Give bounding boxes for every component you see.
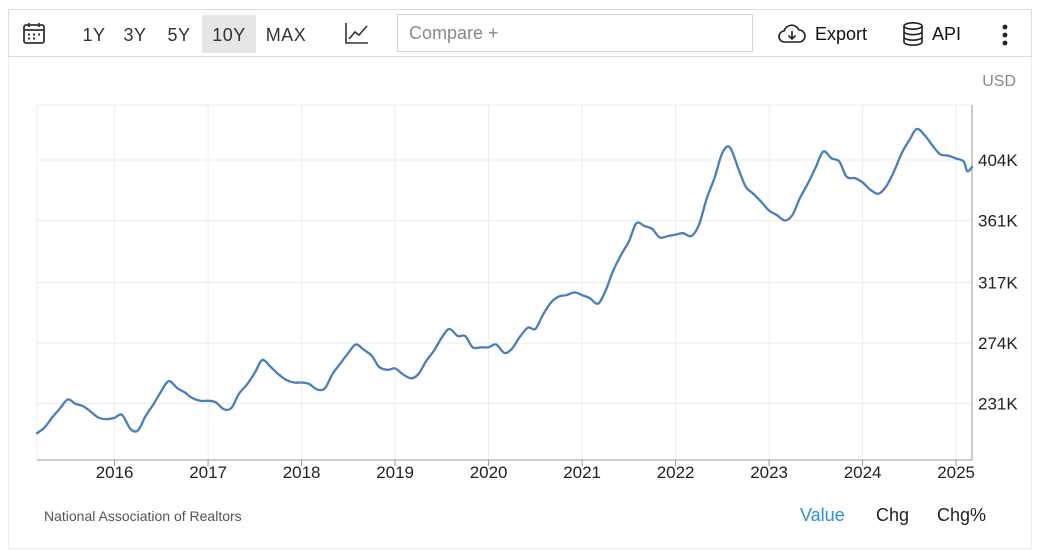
- y-tick-label: 404K: [978, 151, 1018, 170]
- x-tick-label: 2020: [470, 463, 508, 482]
- tab-chg[interactable]: Chg: [876, 505, 910, 525]
- range-button-1y[interactable]: 1Y: [82, 25, 106, 45]
- line-chart-icon[interactable]: [344, 21, 370, 45]
- x-tick-label: 2022: [657, 463, 695, 482]
- x-tick-label: 2023: [750, 463, 788, 482]
- price-line-chart: USD 231K 274K 317K 361K 404K 2016 2017 2018 2019…: [35, 73, 1018, 482]
- x-tick-label: 2019: [376, 463, 414, 482]
- source-label: National Association of Realtors: [44, 508, 242, 524]
- y-tick-label: 361K: [978, 212, 1018, 231]
- api-button[interactable]: API: [902, 16, 961, 52]
- range-button-5y[interactable]: 5Y: [167, 25, 191, 45]
- export-button[interactable]: Export: [777, 16, 867, 52]
- range-button-3y[interactable]: 3Y: [123, 25, 147, 45]
- range-button-10y[interactable]: 10Y: [202, 15, 256, 53]
- tab-chg-pct[interactable]: Chg%: [937, 505, 987, 525]
- y-tick-label: 317K: [978, 274, 1018, 293]
- database-icon: [903, 21, 923, 46]
- api-label: API: [932, 23, 962, 44]
- x-tick-label: 2016: [96, 463, 134, 482]
- calendar-icon[interactable]: [22, 21, 46, 45]
- series-line[interactable]: [35, 127, 974, 435]
- x-tick-label: 2018: [283, 463, 321, 482]
- chart-panel: [8, 57, 1032, 549]
- compare-input[interactable]: [397, 14, 753, 52]
- x-tick-label: 2025: [937, 463, 975, 482]
- unit-label: USD: [982, 73, 1016, 90]
- range-button-max[interactable]: MAX: [265, 25, 307, 45]
- cloud-download-icon: [778, 24, 806, 43]
- export-label: Export: [815, 23, 868, 44]
- y-tick-label: 231K: [978, 395, 1018, 414]
- y-tick-label: 274K: [978, 334, 1018, 353]
- tab-value[interactable]: Value: [800, 505, 845, 525]
- chart-toolbar: 1Y 3Y 5Y 10Y MAX Export API: [8, 9, 1032, 57]
- x-tick-label: 2024: [844, 463, 882, 482]
- x-tick-label: 2021: [563, 463, 601, 482]
- x-tick-label: 2017: [189, 463, 227, 482]
- more-vertical-icon[interactable]: [995, 22, 1015, 48]
